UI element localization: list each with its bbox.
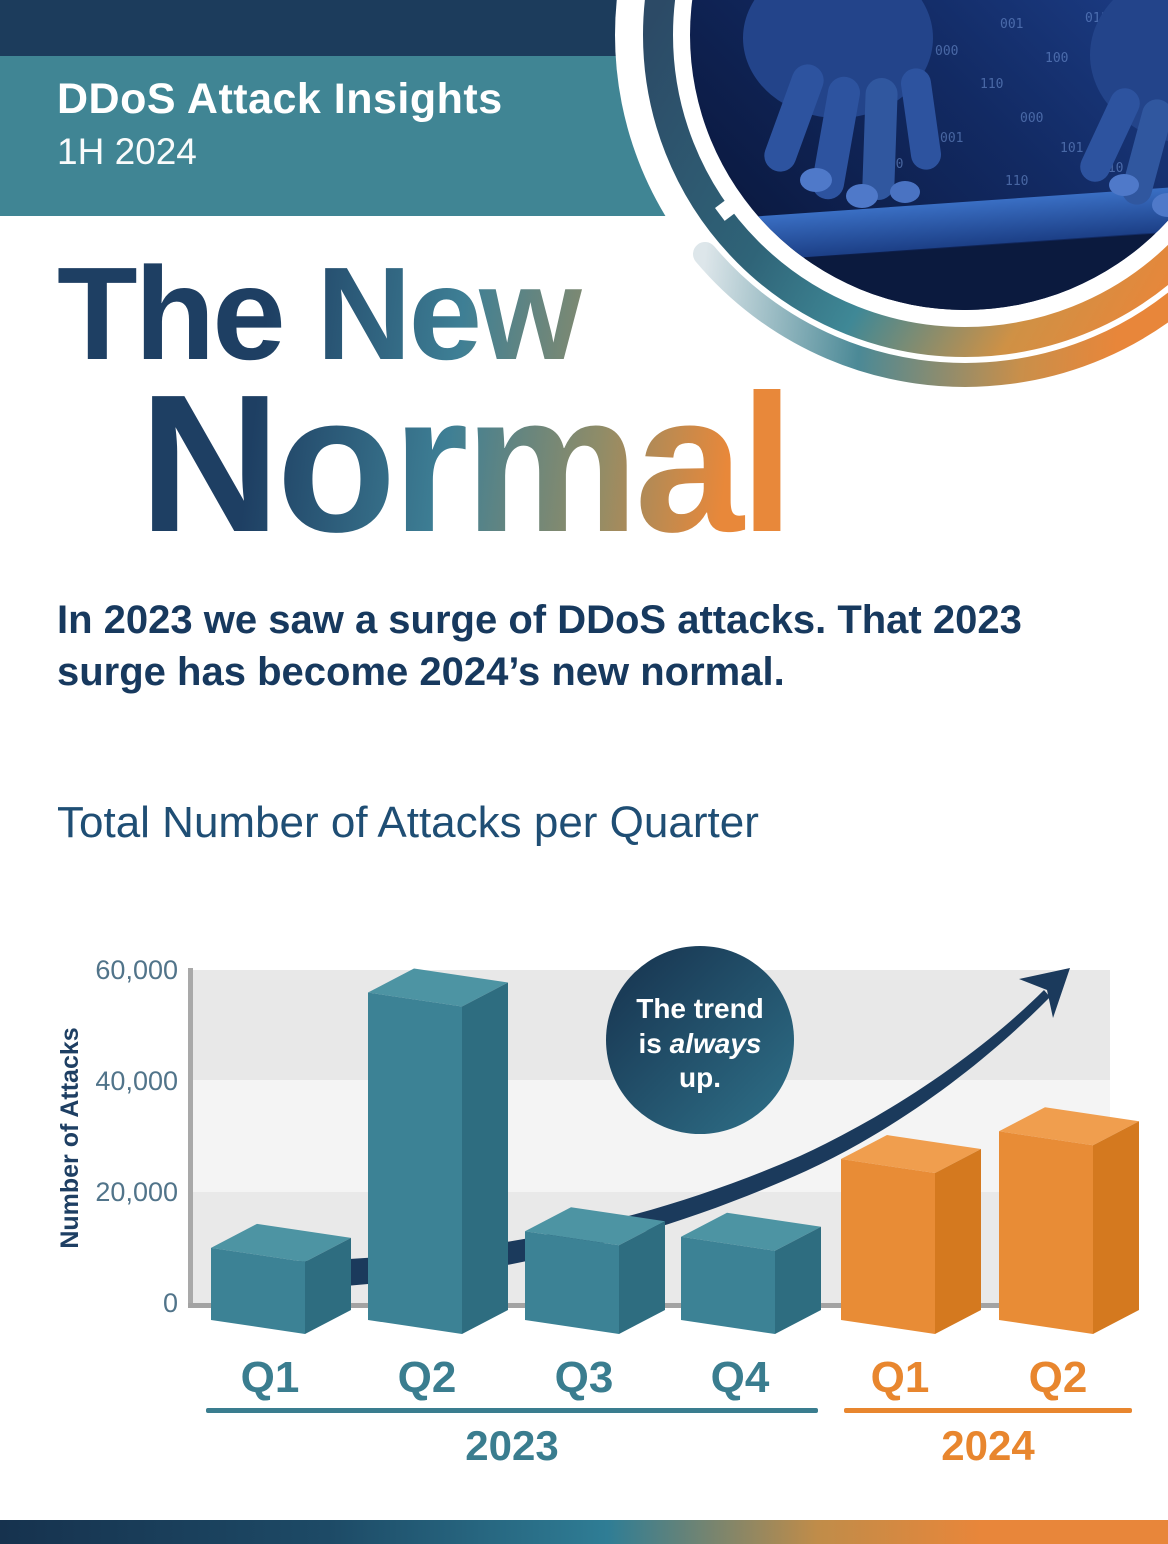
footer-gradient-bar [0,1520,1168,1544]
badge-line2-normal: is [639,1028,670,1059]
bar-Q3-2023 [525,1207,665,1334]
chart-section-title: Total Number of Attacks per Quarter [57,798,759,847]
badge-line3: up. [679,1062,721,1093]
quarter-label: Q4 [711,1353,770,1402]
bars [211,968,1139,1334]
badge-line2-italic: always [670,1028,762,1059]
hero-description: In 2023 we saw a surge of DDoS attacks. … [57,598,1022,694]
top-navy-strip [0,0,1168,56]
bar-Q1-2023 [211,1223,351,1334]
attacks-per-quarter-chart: 60,000 40,000 20,000 0 Number of Attacks Th… [56,946,1139,1469]
bar-Q2-2023 [368,968,508,1334]
header-banner: DDoS Attack Insights 1H 2024 [0,56,1168,216]
bar-Q2-2024 [999,1107,1139,1334]
y-tick-label: 0 [163,1288,178,1318]
badge-line2: is always [639,1028,762,1059]
hero-title-line2: Normal [139,354,791,573]
quarter-label: Q2 [1029,1353,1088,1402]
quarter-label: Q3 [555,1353,614,1402]
bar-Q1-2024 [841,1135,981,1334]
trend-badge: The trend is always up. [606,946,794,1134]
year-label-2024: 2024 [941,1422,1035,1469]
year-group-labels: 2023 2024 [206,1408,1132,1469]
year-label-2023: 2023 [465,1422,558,1469]
y-tick-label: 20,000 [95,1177,178,1207]
badge-line1: The trend [636,993,764,1024]
year-line-2024 [844,1408,1132,1413]
quarter-label: Q2 [398,1353,457,1402]
y-axis-line [188,968,193,1308]
y-tick-label: 60,000 [95,955,178,985]
report-period: 1H 2024 [57,131,197,173]
report-title: DDoS Attack Insights [57,75,503,123]
year-line-2023 [206,1408,818,1413]
quarter-label: Q1 [871,1353,930,1402]
hero-title: The New Normal [57,248,1107,562]
y-axis-title: Number of Attacks [56,1027,84,1248]
quarter-label: Q1 [241,1353,300,1402]
y-tick-label: 40,000 [95,1066,178,1096]
y-tick-labels: 60,000 40,000 20,000 0 [95,955,178,1318]
bar-Q4-2023 [681,1212,821,1334]
quarter-labels: Q1 Q2 Q3 Q4 Q1 Q2 [241,1353,1088,1402]
